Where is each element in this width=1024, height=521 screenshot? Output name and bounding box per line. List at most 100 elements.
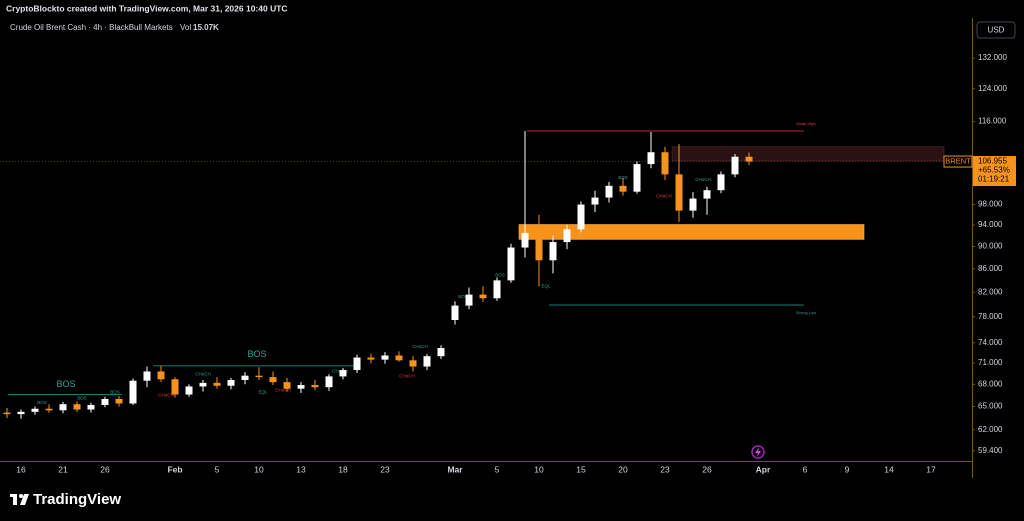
candle-body: [619, 185, 627, 192]
candle-body: [605, 185, 613, 198]
x-tick-label: 14: [884, 464, 894, 474]
candle-body: [115, 398, 123, 404]
candle-body: [591, 197, 599, 205]
plot-area: BOS BOS Weak High Strong Low BOS BOS BOS CHoCH C…: [0, 121, 972, 419]
x-tick-label: Apr: [756, 464, 771, 474]
candle-body: [87, 404, 95, 410]
candle-body: [689, 198, 697, 211]
candle-body: [171, 379, 179, 395]
footer-brand: TradingView: [33, 491, 121, 508]
candle-body: [59, 404, 67, 411]
x-tick-label: 23: [660, 464, 670, 474]
candle-body: [241, 375, 249, 380]
candle-body: [367, 357, 375, 360]
y-tick-label: 59.400: [978, 446, 1003, 455]
candle-body: [269, 377, 277, 383]
y-tick-label: 124.000: [978, 84, 1007, 93]
currency-button[interactable]: [976, 21, 1016, 39]
currency[interactable]: USD: [988, 26, 1005, 35]
x-tick-label: 20: [618, 464, 628, 474]
price-tag-change: +65.53%: [978, 166, 1010, 175]
candle-body: [577, 204, 585, 230]
zone: [671, 146, 945, 162]
x-tick-label: 21: [58, 464, 68, 474]
candle-body: [703, 190, 711, 199]
x-tick-label: 26: [702, 464, 712, 474]
candle-body: [381, 355, 389, 360]
candle-body: [647, 152, 655, 165]
x-tick-label: 23: [380, 464, 390, 474]
candle-body: [73, 404, 81, 410]
structure-marker: CHoCH: [195, 371, 211, 376]
footer-logo: [10, 494, 29, 505]
structure-marker: CHoCH: [399, 374, 415, 379]
candle-body: [493, 280, 501, 299]
y-tick-label: 94.000: [978, 220, 1003, 229]
logo-shape: [13, 494, 17, 505]
structure-marker: EQL: [258, 390, 268, 395]
candle-body: [465, 294, 473, 306]
candle-body: [213, 382, 221, 386]
x-tick-label: 17: [926, 464, 936, 474]
symbol-tag-text: BRENT: [945, 157, 971, 166]
zone: [518, 224, 865, 240]
y-tick-label: 71.000: [978, 358, 1003, 367]
price-tag-value: 106.955: [978, 157, 1007, 166]
structure-marker: CHoCH: [158, 392, 174, 397]
level-label: Strong Low: [796, 310, 816, 315]
volume-label: Vol: [180, 23, 191, 32]
candle-body: [129, 380, 137, 404]
candle-body: [675, 174, 683, 211]
symbol-tag: [943, 155, 973, 168]
candle-body: [437, 348, 445, 357]
x-tick-label: 5: [215, 464, 220, 474]
candle-body: [395, 355, 403, 361]
structure-marker: BOS: [618, 175, 628, 180]
candle-body: [199, 382, 207, 387]
candle-body: [325, 376, 333, 388]
x-tick-label: Mar: [447, 464, 463, 474]
x-tick-label: 15: [576, 464, 586, 474]
candle-body: [409, 360, 417, 367]
price-tag: [973, 156, 1016, 187]
y-tick-label: 90.000: [978, 242, 1003, 251]
candle-body: [297, 385, 305, 389]
candle-body: [17, 411, 25, 415]
structure-marker: BOS: [77, 395, 87, 400]
structure-marker: CHoCH: [695, 177, 711, 182]
logo-shape: [20, 494, 29, 505]
x-tick-label: 9: [845, 464, 850, 474]
y-tick-label: 74.000: [978, 338, 1003, 347]
x-tick-label: Feb: [167, 464, 182, 474]
candle-body: [661, 152, 669, 175]
candle-body: [563, 229, 571, 243]
candle-body: [423, 356, 431, 367]
structure-marker: CHoCH: [656, 193, 672, 198]
x-tick-label: 18: [338, 464, 348, 474]
y-tick-label: 78.000: [978, 312, 1003, 321]
symbol-title: Crude Oil Brent Cash · 4h · BlackBull Ma…: [10, 23, 173, 32]
candle-body: [717, 174, 725, 191]
candle-body: [633, 164, 641, 192]
candle-body: [535, 232, 543, 261]
y-tick-label: 65.000: [978, 402, 1003, 411]
event-icon[interactable]: [751, 445, 765, 459]
price-tag-countdown: 01:19:21: [978, 175, 1010, 184]
candle-body: [31, 408, 39, 412]
candle-body: [479, 294, 487, 299]
structure-marker: BOS: [37, 400, 47, 405]
structure-marker: EQL: [541, 283, 551, 288]
candle-body: [745, 156, 753, 162]
candle-body: [101, 398, 109, 405]
candle-body: [521, 232, 529, 248]
y-tick-label: 82.000: [978, 287, 1003, 296]
level-label: BOS: [247, 349, 266, 359]
candle-body: [143, 371, 151, 381]
structure-marker: CHoCH: [412, 344, 428, 349]
candle-body: [353, 357, 361, 371]
volume-value: 15.07K: [193, 23, 219, 32]
y-tick-label: 98.000: [978, 200, 1003, 209]
candle-body: [339, 370, 347, 377]
y-tick-label: 116.000: [978, 117, 1007, 126]
